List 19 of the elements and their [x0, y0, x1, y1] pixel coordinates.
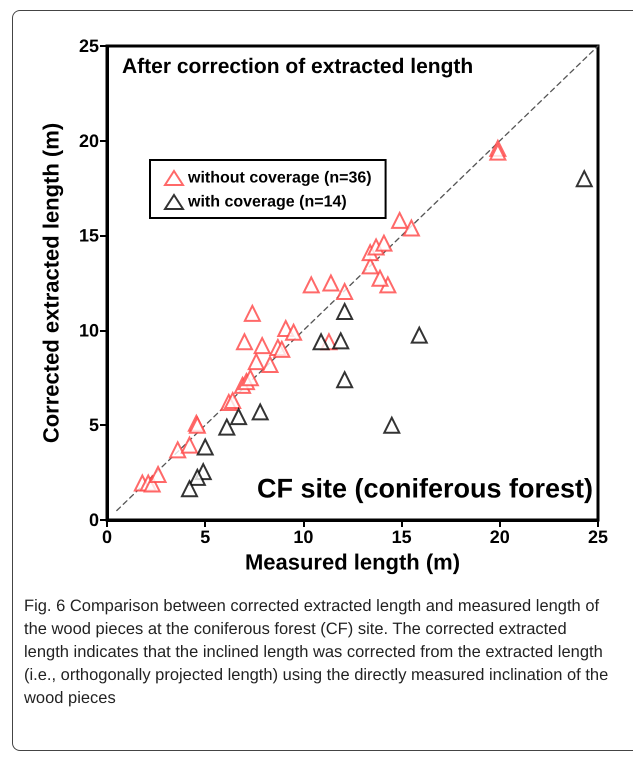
y-axis-title: Corrected extracted length (m)	[38, 122, 64, 444]
y-tick-label: 10	[78, 320, 99, 340]
x-axis-title: Measured length (m)	[244, 549, 460, 574]
x-tick-label: 0	[102, 527, 112, 547]
x-tick-label: 10	[293, 527, 314, 547]
legend-label: without coverage (n=36)	[187, 170, 372, 186]
x-tick-label: 15	[392, 527, 412, 547]
legend-label: with coverage (n=14)	[187, 194, 347, 210]
y-tick-label: 20	[78, 130, 99, 151]
caption: Fig. 6 Comparison between corrected extracted length and measured length of the wood pieces at the coniferous forest (CF) site. The corrected extracted length indicates that the inclined length was corrected from the extracted length (i.e., orthogonally projected length) using the directly measured inclination of the wood pieces	[24, 596, 610, 709]
x-tick-label: 25	[588, 527, 608, 547]
y-tick-label: 0	[88, 510, 99, 530]
x-tick-label: 5	[200, 527, 210, 547]
y-tick-label: 15	[78, 226, 99, 246]
annotation: CF site (coniferous forest)	[256, 474, 594, 504]
x-tick-label: 20	[490, 527, 510, 547]
y-tick-label: 5	[88, 415, 99, 436]
y-tick-label: 25	[78, 36, 99, 56]
annotation: After correction of extracted length	[122, 55, 474, 78]
